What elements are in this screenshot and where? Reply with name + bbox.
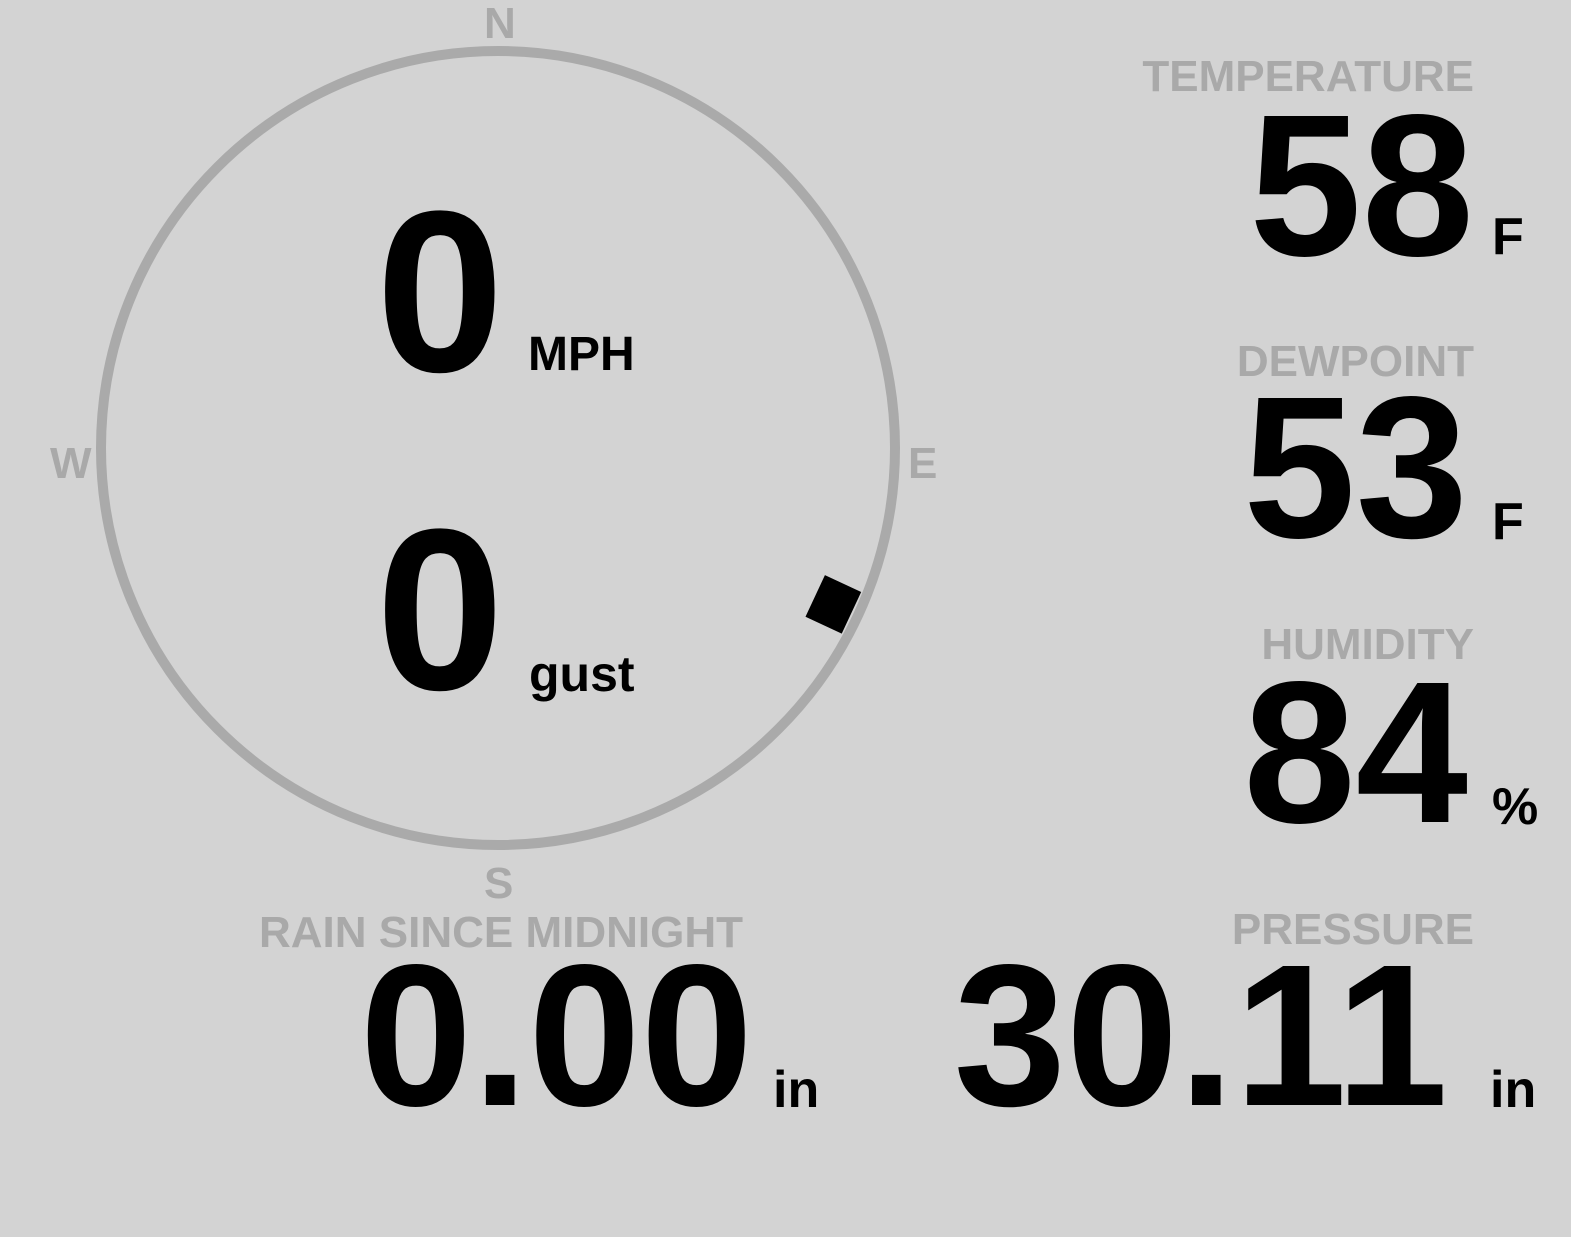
temperature-label: TEMPERATURE [1142,52,1474,101]
compass-east-label: E [908,439,938,488]
rain-value: 0.00 [359,922,753,1148]
compass-south-label: S [484,859,514,908]
rain-label: RAIN SINCE MIDNIGHT [259,908,743,957]
dewpoint-unit: F [1492,493,1524,551]
wind-speed-unit: MPH [528,328,635,381]
temperature-value: 58 [1249,72,1474,298]
rain-unit: in [773,1061,820,1119]
pressure-label: PRESSURE [1231,905,1474,954]
wind-gust-value: 0 [376,481,504,738]
humidity-value: 84 [1243,639,1468,865]
pressure-value: 30.11 [953,922,1448,1148]
humidity-label: HUMIDITY [1261,620,1474,669]
pressure-unit: in [1490,1061,1537,1119]
temperature-unit: F [1492,208,1524,266]
wind-direction-marker [805,575,862,634]
wind-gust-unit: gust [529,646,635,702]
compass-ring [96,46,900,850]
compass-north-label: N [484,0,516,48]
humidity-unit: % [1492,778,1539,836]
dewpoint-label: DEWPOINT [1236,337,1474,386]
wind-speed-value: 0 [376,163,504,420]
dewpoint-value: 53 [1243,354,1468,580]
compass-west-label: W [50,439,92,488]
